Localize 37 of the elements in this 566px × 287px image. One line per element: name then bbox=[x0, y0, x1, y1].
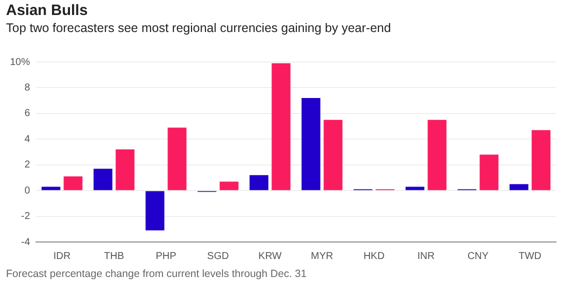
bar bbox=[272, 63, 290, 190]
x-tick-label: IDR bbox=[53, 250, 71, 262]
chart-subtitle: Top two forecasters see most regional currencies gaining by year-end bbox=[6, 21, 391, 35]
bar bbox=[406, 186, 424, 190]
y-tick-label: -2 bbox=[21, 211, 30, 222]
y-tick-label: 8 bbox=[24, 82, 30, 94]
bar bbox=[94, 168, 112, 190]
x-tick-label: PHP bbox=[156, 250, 177, 262]
x-tick-label: INR bbox=[417, 250, 435, 262]
bar bbox=[480, 154, 498, 190]
x-tick-label: KRW bbox=[258, 250, 282, 262]
bar bbox=[510, 184, 528, 190]
bar bbox=[146, 191, 164, 230]
y-tick-label: 10% bbox=[10, 56, 30, 68]
bar bbox=[168, 128, 186, 190]
y-tick-label: 2 bbox=[24, 160, 30, 171]
y-tick-label: 4 bbox=[24, 134, 30, 145]
x-tick-label: THB bbox=[104, 250, 124, 262]
bar bbox=[250, 175, 268, 190]
x-tick-label: SGD bbox=[207, 250, 229, 262]
bar bbox=[116, 149, 134, 190]
bar bbox=[64, 176, 82, 190]
bar bbox=[220, 182, 238, 190]
bar bbox=[324, 120, 342, 190]
text: Forecast percentage change from current levels through Dec. 31 bbox=[6, 268, 307, 280]
x-tick-label: CNY bbox=[467, 250, 489, 262]
bar bbox=[42, 186, 60, 190]
y-tick-label: 0 bbox=[24, 185, 30, 196]
x-tick-label: HKD bbox=[363, 250, 385, 262]
chart-title: Asian Bulls bbox=[6, 2, 88, 19]
x-tick-label: TWD bbox=[518, 250, 542, 262]
y-tick-label: 6 bbox=[24, 108, 30, 120]
bar bbox=[532, 130, 550, 190]
bar bbox=[302, 98, 320, 190]
x-tick-label: MYR bbox=[310, 250, 334, 262]
y-tick-label: -4 bbox=[21, 236, 30, 248]
bar bbox=[428, 120, 446, 190]
